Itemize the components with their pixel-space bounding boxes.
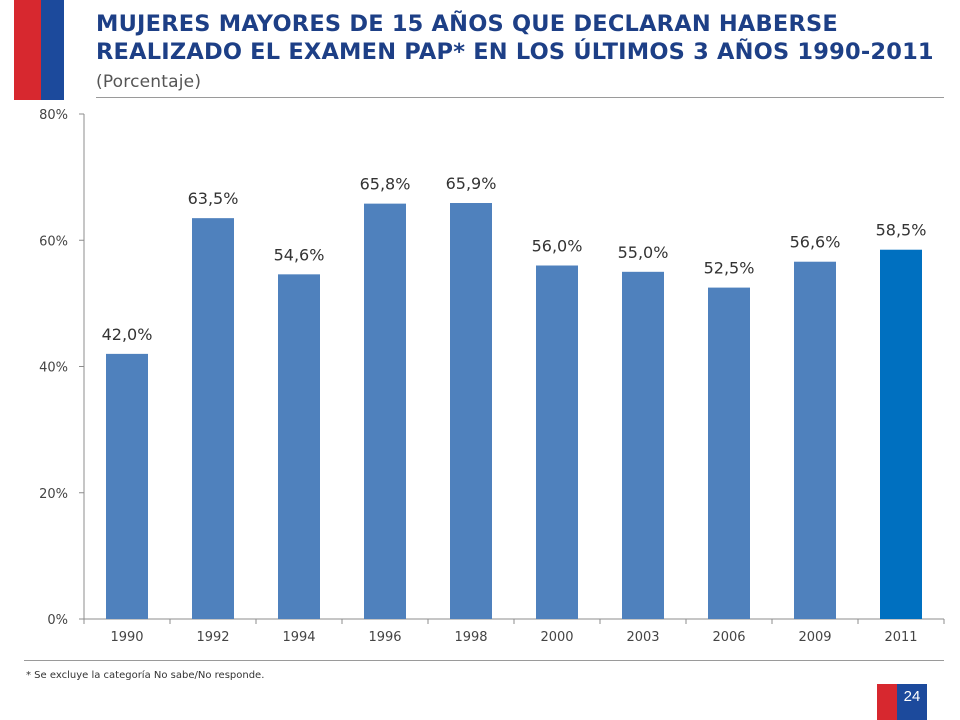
chart-title-text: MUJERES MAYORES DE 15 AÑOS QUE DECLARAN … [96,11,934,65]
data-label-1998: 65,9% [446,174,497,193]
y-tick-label: 20% [39,487,68,502]
y-tick-label: 40% [39,361,68,376]
x-tick-label-1994: 1994 [282,630,315,645]
bar-1998 [450,203,492,619]
x-tick-label-2006: 2006 [712,630,745,645]
flag-red-stripe [14,0,41,100]
x-tick-label-2009: 2009 [798,630,831,645]
x-tick-label-1992: 1992 [196,630,229,645]
data-label-1996: 65,8% [360,175,411,194]
title-block: MUJERES MAYORES DE 15 AÑOS QUE DECLARAN … [96,10,936,96]
x-tick-label-1998: 1998 [454,630,487,645]
x-tick-label-2000: 2000 [540,630,573,645]
data-label-2003: 55,0% [618,243,669,262]
data-label-1990: 42,0% [102,325,153,344]
bar-1990 [106,353,148,619]
bar-2011 [880,249,922,619]
data-label-2006: 52,5% [704,259,755,278]
y-tick-label: 80% [39,108,68,123]
badge-red-stripe [877,684,897,720]
y-tick-label: 60% [39,234,68,249]
bar-1992 [192,218,234,619]
chart-subtitle: (Porcentaje) [96,72,202,92]
x-tick-label-1996: 1996 [368,630,401,645]
page-number-badge [877,684,927,720]
y-tick-label: 0% [47,613,68,628]
bar-2003 [622,271,664,619]
title-divider [96,97,944,98]
bar-2000 [536,265,578,619]
x-tick-label-2011: 2011 [884,630,917,645]
bar-1994 [278,274,320,619]
flag-blue-stripe [41,0,64,100]
bar-1996 [364,203,406,619]
bar-chart: 0% 20% 40% 60% 80% 42,0% 1990 63,5% 1992 54,6% 199… [39,108,945,645]
bar-2009 [794,261,836,619]
data-label-1992: 63,5% [188,189,239,208]
brand-flag [14,0,64,100]
badge-blue-stripe [897,684,927,720]
bar-2006 [708,287,750,619]
footer-divider [24,660,944,661]
page-number: 24 [903,688,921,705]
chart-title: MUJERES MAYORES DE 15 AÑOS QUE DECLARAN … [96,10,936,96]
data-label-2000: 56,0% [532,237,583,256]
data-label-2009: 56,6% [790,233,841,252]
data-label-1994: 54,6% [274,245,325,264]
data-label-2011: 58,5% [876,221,927,240]
x-tick-label-1990: 1990 [110,630,143,645]
footnote: * Se excluye la categoría No sabe/No res… [26,670,265,681]
x-tick-label-2003: 2003 [626,630,659,645]
